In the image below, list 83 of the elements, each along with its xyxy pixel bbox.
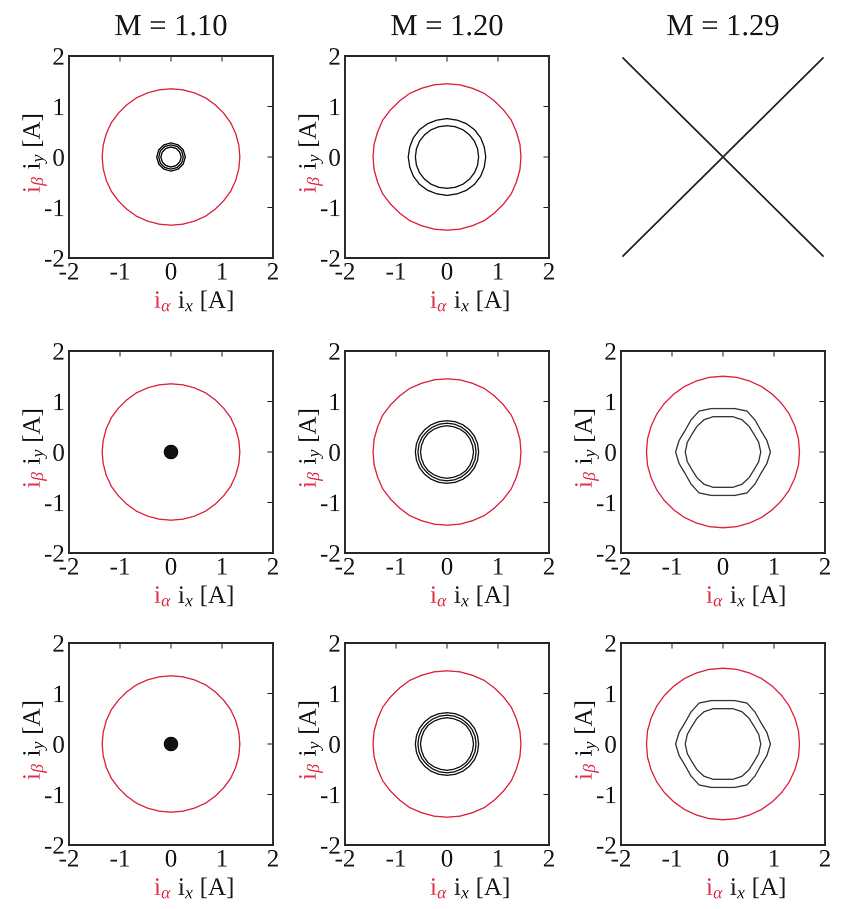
y-tick-label: 1 [54, 394, 64, 410]
y-tick-label: 2 [605, 343, 616, 360]
y-tick-label: -1 [596, 786, 616, 804]
x-tick-label: 0 [166, 558, 176, 575]
x-tick-label: 0 [166, 262, 176, 280]
y-tick-label: 1 [606, 394, 616, 410]
x-tick-label: -1 [662, 850, 681, 867]
x-axis-title: i$_{α}$ i$_{x}$ [A] [706, 878, 785, 898]
x-tick-label: -1 [386, 558, 405, 575]
y-tick-label: 2 [329, 48, 340, 65]
y-tick-label: 1 [54, 686, 64, 702]
x-tick-label: -1 [662, 558, 681, 575]
y-axis-title: i$_{β}$ i$_{y}$ [A] [298, 702, 323, 780]
x-tick-label: -1 [386, 850, 405, 867]
x-axis-title: i$_{α}$ i$_{x}$ [A] [154, 586, 233, 606]
y-tick-label: 2 [53, 635, 64, 652]
x-tick-label: -1 [110, 558, 129, 575]
y-tick-label: -1 [596, 494, 616, 512]
x-tick-label: 1 [770, 850, 779, 867]
y-axis-title: i$_{β}$ i$_{y}$ [A] [22, 702, 47, 780]
y-tick-label: 0 [53, 736, 64, 753]
y-tick-label: 2 [605, 635, 616, 652]
x-tick-label: 2 [544, 262, 554, 280]
x-tick-label: 0 [442, 262, 452, 280]
y-tick-label: 2 [329, 635, 340, 652]
y-tick-label: 0 [605, 444, 616, 461]
x-axis-title: i$_{α}$ i$_{x}$ [A] [430, 290, 509, 312]
y-tick-label: -1 [320, 200, 340, 216]
y-tick-label: 2 [329, 343, 340, 360]
y-tick-label: -1 [44, 200, 64, 216]
x-tick-label: 0 [442, 850, 452, 867]
x-tick-label: 1 [494, 850, 503, 867]
y-tick-label: 2 [53, 343, 64, 360]
y-axis-title: i$_{β}$ i$_{y}$ [A] [298, 114, 323, 192]
x-axis-title: i$_{α}$ i$_{x}$ [A] [430, 878, 509, 898]
y-tick-label: -1 [320, 494, 340, 512]
chart-title: M = 1.10 [115, 14, 226, 36]
x-tick-label: 1 [218, 263, 227, 280]
x-tick-label: 1 [494, 558, 503, 575]
x-tick-label: 2 [268, 558, 278, 575]
chart-title: M = 1.20 [391, 14, 502, 36]
x-tick-label: 1 [770, 558, 779, 575]
x-tick-label: 0 [442, 558, 452, 575]
x-axis-title: i$_{α}$ i$_{x}$ [A] [430, 586, 509, 606]
y-tick-label: 1 [330, 98, 340, 116]
y-tick-label: -1 [320, 786, 340, 804]
y-tick-label: 0 [329, 736, 340, 753]
x-tick-label: 2 [268, 850, 278, 867]
text: M = 1.29 [667, 14, 778, 36]
x-tick-label: -1 [386, 263, 405, 280]
x-tick-label: 0 [166, 850, 176, 867]
x-tick-label: -1 [110, 850, 129, 867]
y-tick-label: 0 [329, 149, 340, 166]
y-tick-label: 1 [330, 686, 340, 702]
y-tick-label: 0 [53, 444, 64, 461]
x-tick-label: 2 [820, 558, 830, 575]
x-tick-label: 1 [494, 263, 503, 280]
x-tick-label: 2 [544, 558, 554, 575]
x-tick-label: 2 [820, 850, 830, 867]
x-axis-title: i$_{α}$ i$_{x}$ [A] [706, 586, 785, 606]
x-tick-label: 1 [218, 558, 227, 575]
x-tick-label: 2 [268, 262, 278, 280]
y-tick-label: -1 [44, 494, 64, 512]
y-axis-title: i$_{β}$ i$_{y}$ [A] [22, 410, 47, 488]
y-tick-label: 1 [330, 394, 340, 410]
x-tick-label: 0 [718, 850, 728, 867]
y-tick-label: 2 [53, 48, 64, 65]
x-axis-title: i$_{α}$ i$_{x}$ [A] [154, 878, 233, 898]
y-axis-title: i$_{β}$ i$_{y}$ [A] [574, 702, 599, 780]
y-tick-label: 0 [329, 444, 340, 461]
x-tick-label: 1 [218, 850, 227, 867]
x-tick-label: 2 [544, 850, 554, 867]
y-tick-label: 1 [54, 98, 64, 116]
x-tick-label: 0 [718, 558, 728, 575]
x-tick-label: -1 [110, 263, 129, 280]
y-tick-label: 1 [606, 686, 616, 702]
y-tick-label: -1 [44, 786, 64, 804]
y-axis-title: i$_{β}$ i$_{y}$ [A] [298, 410, 323, 488]
y-axis-title: i$_{β}$ i$_{y}$ [A] [22, 114, 47, 192]
y-axis-title: i$_{β}$ i$_{y}$ [A] [574, 410, 599, 488]
y-tick-label: 0 [53, 149, 64, 166]
x-axis-title: i$_{α}$ i$_{x}$ [A] [154, 290, 233, 312]
y-tick-label: 0 [605, 736, 616, 753]
